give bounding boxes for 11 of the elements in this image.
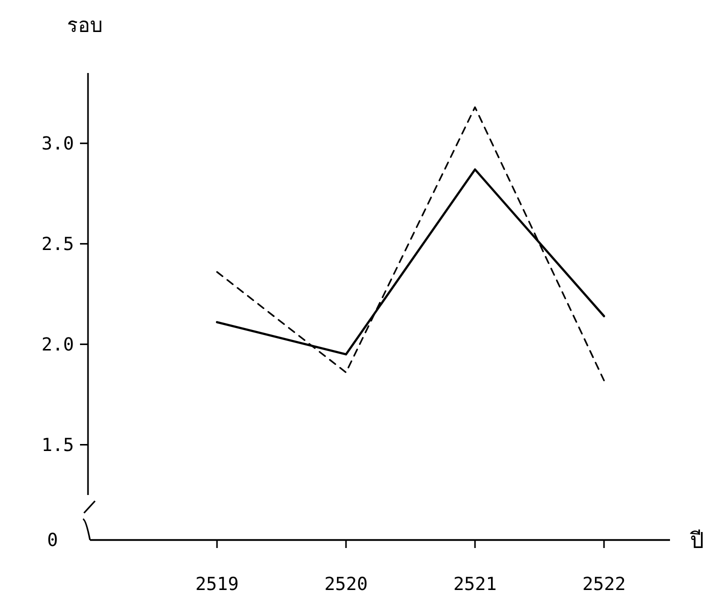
ytick: 2.0 [41, 334, 74, 356]
ylabel: รอบ [67, 13, 103, 37]
ytick: 2.5 [41, 234, 74, 255]
xtick: 2519 [195, 574, 239, 595]
ytick: 3.0 [41, 133, 74, 154]
xtick: 2522 [582, 574, 626, 595]
ytick: 1.5 [41, 434, 74, 456]
xlabel: ปี [690, 529, 704, 554]
xtick: 2521 [453, 574, 497, 595]
annotation: 0 [47, 530, 58, 551]
xtick: 2520 [324, 574, 368, 595]
